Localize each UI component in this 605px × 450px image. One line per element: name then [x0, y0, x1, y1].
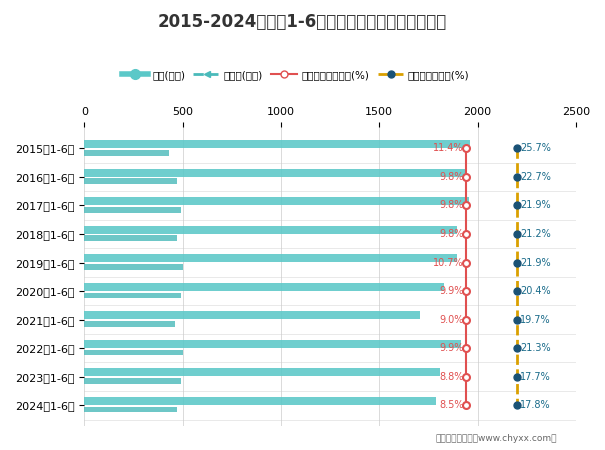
Bar	[84, 226, 457, 234]
Text: 9.9%: 9.9%	[439, 343, 463, 353]
Legend: 存货(亿元), 产成品(亿元), 存货占流动资产比(%), 存货占总资产比(%): 存货(亿元), 产成品(亿元), 存货占流动资产比(%), 存货占总资产比(%)	[118, 66, 474, 84]
Bar	[84, 407, 177, 412]
Bar	[84, 207, 181, 212]
Bar	[84, 321, 175, 327]
Bar	[84, 378, 181, 384]
Text: 21.9%: 21.9%	[520, 257, 551, 268]
Bar	[84, 254, 457, 262]
Bar	[84, 292, 181, 298]
Text: 21.3%: 21.3%	[520, 343, 551, 353]
Bar	[84, 283, 444, 291]
Text: 10.7%: 10.7%	[433, 257, 463, 268]
Text: 22.7%: 22.7%	[520, 172, 551, 182]
Bar	[84, 169, 466, 177]
Bar	[84, 140, 469, 148]
Bar	[84, 311, 420, 320]
Text: 9.8%: 9.8%	[439, 172, 463, 182]
Text: 9.8%: 9.8%	[439, 201, 463, 211]
Bar	[84, 369, 440, 377]
Bar	[84, 264, 183, 270]
Text: 19.7%: 19.7%	[520, 315, 551, 324]
Text: 11.4%: 11.4%	[433, 144, 463, 153]
Text: 17.8%: 17.8%	[520, 400, 551, 410]
Text: 25.7%: 25.7%	[520, 144, 551, 153]
Text: 21.9%: 21.9%	[520, 201, 551, 211]
Text: 20.4%: 20.4%	[520, 286, 551, 296]
Bar	[84, 178, 177, 184]
Text: 9.8%: 9.8%	[439, 229, 463, 239]
Text: 2015-2024年各年1-6月吉林省工业企业存货统计图: 2015-2024年各年1-6月吉林省工业企业存货统计图	[158, 14, 447, 32]
Text: 9.0%: 9.0%	[439, 315, 463, 324]
Bar	[84, 340, 461, 348]
Bar	[84, 235, 177, 241]
Bar	[84, 197, 469, 205]
Bar	[84, 150, 169, 156]
Text: 8.5%: 8.5%	[439, 400, 463, 410]
Bar	[84, 350, 183, 356]
Text: 9.9%: 9.9%	[439, 286, 463, 296]
Bar	[84, 397, 436, 405]
Text: 8.8%: 8.8%	[439, 372, 463, 382]
Text: 21.2%: 21.2%	[520, 229, 551, 239]
Text: 制图：智研咨询（www.chyxx.com）: 制图：智研咨询（www.chyxx.com）	[436, 434, 557, 443]
Text: 17.7%: 17.7%	[520, 372, 551, 382]
